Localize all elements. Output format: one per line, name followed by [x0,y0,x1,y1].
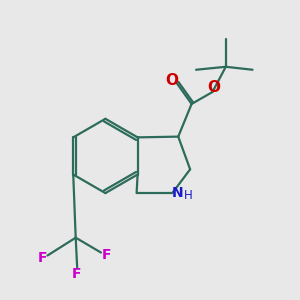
Text: O: O [165,73,178,88]
Text: F: F [72,267,81,281]
Text: F: F [102,248,111,262]
Text: O: O [207,80,220,95]
Text: N: N [172,186,184,200]
Text: H: H [184,189,193,202]
Text: F: F [38,251,47,265]
